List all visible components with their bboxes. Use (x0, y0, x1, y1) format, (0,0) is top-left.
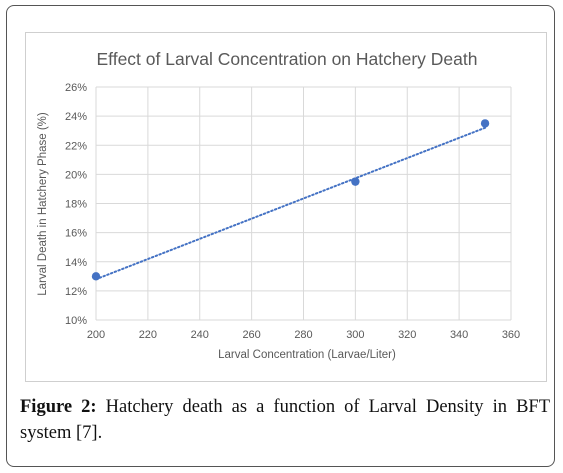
data-points (91, 119, 490, 281)
scatter-chart: 10% 12% 14% 16% 18% 20% 22% 24% 26% 200 220 240 260… (37, 49, 520, 361)
y-tick-label: 16% (65, 228, 87, 240)
figure-caption: Figure 2: Hatchery death as a function o… (20, 394, 550, 446)
chart-title: Effect of Larval Concentration on Hatche… (96, 49, 477, 69)
x-tick-label: 360 (502, 329, 520, 341)
y-tick-label: 10% (65, 315, 87, 327)
gridlines (95, 86, 512, 321)
x-tick-labels: 200 220 240 260 280 300 320 340 360 (87, 329, 520, 341)
y-tick-label: 14% (65, 257, 87, 269)
y-tick-label: 12% (65, 286, 87, 298)
x-tick-label: 260 (242, 329, 260, 341)
y-tick-label: 24% (65, 111, 87, 123)
y-tick-label: 18% (65, 199, 87, 211)
x-tick-label: 220 (139, 329, 157, 341)
x-tick-label: 320 (398, 329, 416, 341)
y-axis-label: Larval Death in Hatchery Phase (%) (37, 112, 49, 296)
x-axis-label: Larval Concentration (Larvae/Liter) (218, 349, 396, 361)
trendline-group (95, 126, 487, 281)
data-point (91, 272, 101, 281)
chart-area: 10% 12% 14% 16% 18% 20% 22% 24% 26% 200 220 240 260… (25, 32, 547, 382)
figure-frame: 10% 12% 14% 16% 18% 20% 22% 24% 26% 200 220 240 260… (6, 5, 555, 467)
caption-label: Figure 2: (20, 397, 97, 417)
x-tick-label: 300 (346, 329, 364, 341)
data-point (351, 177, 360, 186)
x-tick-label: 200 (87, 329, 105, 341)
x-tick-label: 280 (294, 329, 312, 341)
y-tick-label: 26% (65, 82, 87, 94)
x-tick-label: 340 (450, 329, 468, 341)
trendline (95, 126, 487, 281)
x-tick-label: 240 (191, 329, 209, 341)
data-point (480, 119, 490, 128)
y-tick-label: 22% (65, 140, 87, 152)
caption-text: Hatchery death as a function of Larval D… (20, 397, 551, 443)
y-tick-labels: 10% 12% 14% 16% 18% 20% 22% 24% 26% (65, 82, 87, 327)
y-tick-label: 20% (65, 169, 87, 181)
